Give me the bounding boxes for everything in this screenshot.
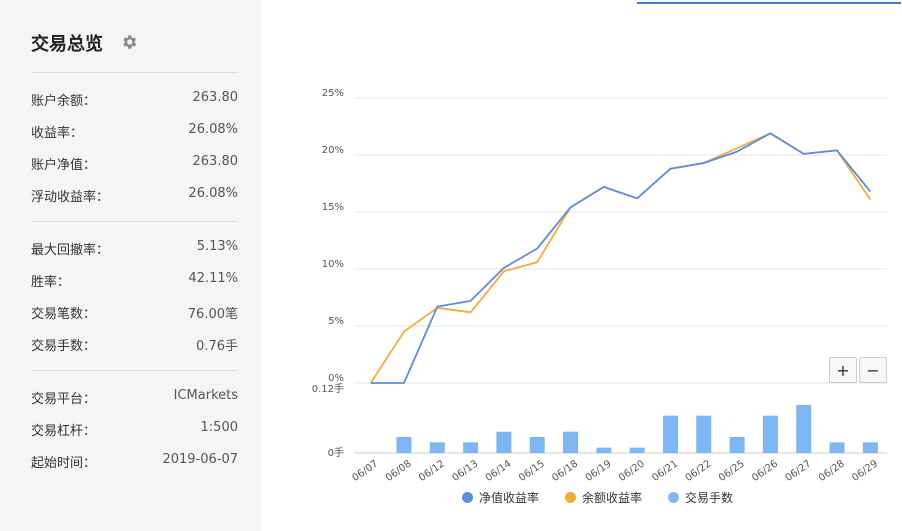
- divider: [31, 72, 238, 73]
- legend-item-net[interactable]: 净值收益率: [462, 489, 539, 505]
- row-label: 交易平台：: [31, 392, 97, 407]
- row-value: 26.08%: [188, 186, 238, 201]
- x-tick-label: 06/15: [517, 458, 547, 484]
- row-value: 1:500: [200, 420, 238, 435]
- row-value: 2019-06-07: [162, 452, 238, 467]
- bar: [829, 442, 845, 453]
- x-tick-label: 06/26: [750, 458, 780, 484]
- y-tick-label: 0%: [328, 373, 344, 384]
- y-tick-label: 20%: [322, 145, 344, 156]
- legend-marker: [565, 492, 576, 503]
- row-floating-return: 浮动收益率： 26.08%: [31, 186, 238, 206]
- bar: [796, 405, 812, 453]
- row-label: 交易笔数：: [31, 307, 97, 322]
- row-label: 最大回撤率：: [31, 243, 110, 258]
- legend-label: 交易手数: [685, 491, 734, 505]
- row-value: 0.76手: [196, 339, 238, 354]
- bar: [396, 437, 412, 453]
- x-tick-label: 06/29: [850, 458, 880, 484]
- row-label: 胜率：: [31, 275, 71, 290]
- row-leverage: 交易杠杆： 1:500: [31, 420, 238, 440]
- summary-panel: 交易总览 账户余额： 263.80 收益率： 26.08% 账户净值： 263.…: [0, 0, 262, 531]
- row-value: 263.80: [192, 154, 239, 169]
- bar: [496, 431, 512, 453]
- legend-label: 净值收益率: [479, 491, 540, 505]
- row-label: 账户余额：: [31, 94, 97, 109]
- row-platform: 交易平台： ICMarkets: [31, 388, 238, 408]
- x-tick-label: 06/12: [417, 458, 447, 484]
- row-max-drawdown: 最大回撤率： 5.13%: [31, 239, 238, 259]
- legend-marker: [462, 492, 473, 503]
- row-value: ICMarkets: [173, 388, 238, 403]
- legend-item-balance[interactable]: 余额收益率: [565, 489, 642, 505]
- y-tick-label: 10%: [322, 259, 344, 270]
- row-value: 5.13%: [196, 239, 238, 254]
- y-tick-label: 15%: [322, 202, 344, 213]
- zoom-in-button[interactable]: +: [829, 357, 857, 383]
- bar: [463, 442, 479, 453]
- zoom-out-button[interactable]: −: [859, 357, 887, 383]
- divider: [31, 221, 238, 222]
- bar: [563, 431, 579, 453]
- row-equity: 账户净值： 263.80: [31, 154, 238, 174]
- x-tick-label: 06/20: [617, 458, 647, 484]
- y-tick-label: 0.12手: [312, 382, 344, 395]
- gear-icon[interactable]: [120, 33, 138, 51]
- legend-marker: [668, 492, 679, 503]
- row-value: 26.08%: [188, 122, 238, 137]
- panel-title: 交易总览: [31, 34, 103, 55]
- legend-label: 余额收益率: [582, 491, 643, 505]
- series-line-balance: [369, 132, 872, 384]
- divider: [31, 370, 238, 371]
- series-line-net: [370, 132, 871, 384]
- x-tick-label: 06/07: [350, 458, 380, 484]
- row-trade-lots: 交易手数： 0.76手: [31, 335, 238, 355]
- x-tick-label: 06/21: [650, 458, 680, 484]
- y-tick-label: 25%: [322, 88, 344, 99]
- row-value: 42.11%: [188, 271, 238, 286]
- y-tick-label: 5%: [328, 316, 344, 327]
- row-label: 交易杠杆：: [31, 424, 97, 439]
- row-trade-count: 交易笔数： 76.00笔: [31, 303, 238, 323]
- x-tick-label: 06/13: [450, 458, 480, 484]
- bar: [696, 415, 712, 453]
- row-win-rate: 胜率： 42.11%: [31, 271, 238, 291]
- row-value: 263.80: [192, 90, 239, 105]
- row-return: 收益率： 26.08%: [31, 122, 238, 142]
- x-tick-label: 06/08: [384, 458, 414, 484]
- row-balance: 账户余额： 263.80: [31, 90, 238, 110]
- active-tab-indicator: [637, 2, 901, 4]
- bar: [596, 447, 612, 453]
- row-label: 交易手数：: [31, 339, 97, 354]
- bar: [629, 447, 645, 453]
- x-tick-label: 06/14: [484, 458, 514, 484]
- bar: [762, 415, 778, 453]
- y-tick-label: 0手: [328, 446, 344, 459]
- row-start-time: 起始时间： 2019-06-07: [31, 452, 238, 472]
- legend-item-lots[interactable]: 交易手数: [668, 489, 733, 505]
- x-tick-label: 06/25: [717, 458, 747, 484]
- bar: [529, 437, 545, 453]
- x-tick-label: 06/28: [817, 458, 847, 484]
- x-tick-label: 06/27: [784, 458, 814, 484]
- bar: [662, 415, 678, 453]
- x-tick-label: 06/22: [684, 458, 714, 484]
- row-label: 账户净值：: [31, 158, 97, 173]
- bar: [729, 437, 745, 453]
- bar: [862, 442, 878, 453]
- row-label: 收益率：: [31, 126, 84, 141]
- row-label: 起始时间：: [31, 456, 97, 471]
- row-value: 76.00笔: [187, 307, 238, 322]
- x-tick-label: 06/18: [550, 458, 580, 484]
- row-label: 浮动收益率：: [31, 190, 110, 205]
- x-tick-label: 06/19: [584, 458, 614, 484]
- bar: [429, 442, 445, 453]
